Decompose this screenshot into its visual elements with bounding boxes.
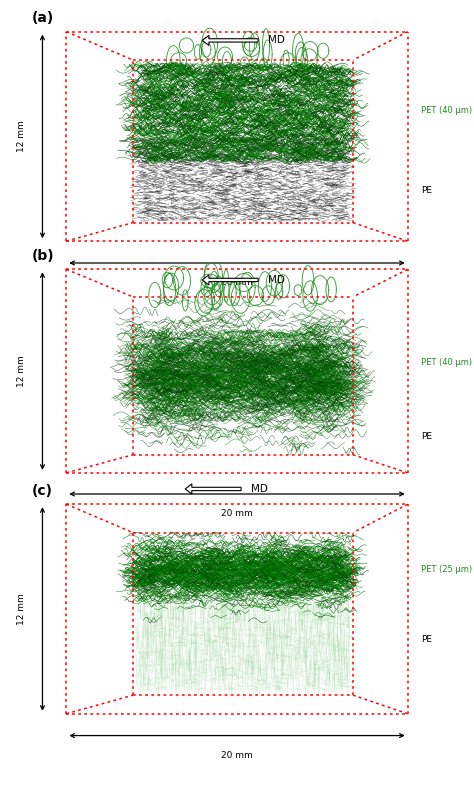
Text: PE: PE [421, 433, 432, 441]
Text: 12 mm: 12 mm [18, 121, 27, 152]
Text: PE: PE [421, 635, 432, 644]
Text: (a): (a) [32, 11, 55, 25]
Text: PET (40 μm): PET (40 μm) [421, 106, 473, 115]
Text: MD: MD [268, 35, 284, 46]
Text: PET (40 μm): PET (40 μm) [421, 358, 473, 367]
Text: 12 mm: 12 mm [18, 593, 27, 625]
Text: (c): (c) [32, 484, 53, 498]
Text: 20 mm: 20 mm [221, 509, 253, 518]
Text: MD: MD [268, 275, 284, 285]
Text: (b): (b) [32, 249, 55, 263]
Text: PET (25 μm): PET (25 μm) [421, 565, 473, 574]
Text: 12 mm: 12 mm [18, 355, 27, 387]
Text: 20 mm: 20 mm [221, 750, 253, 760]
Text: MD: MD [251, 484, 267, 494]
Text: 20 mm: 20 mm [221, 278, 253, 287]
Text: PE: PE [421, 187, 432, 195]
